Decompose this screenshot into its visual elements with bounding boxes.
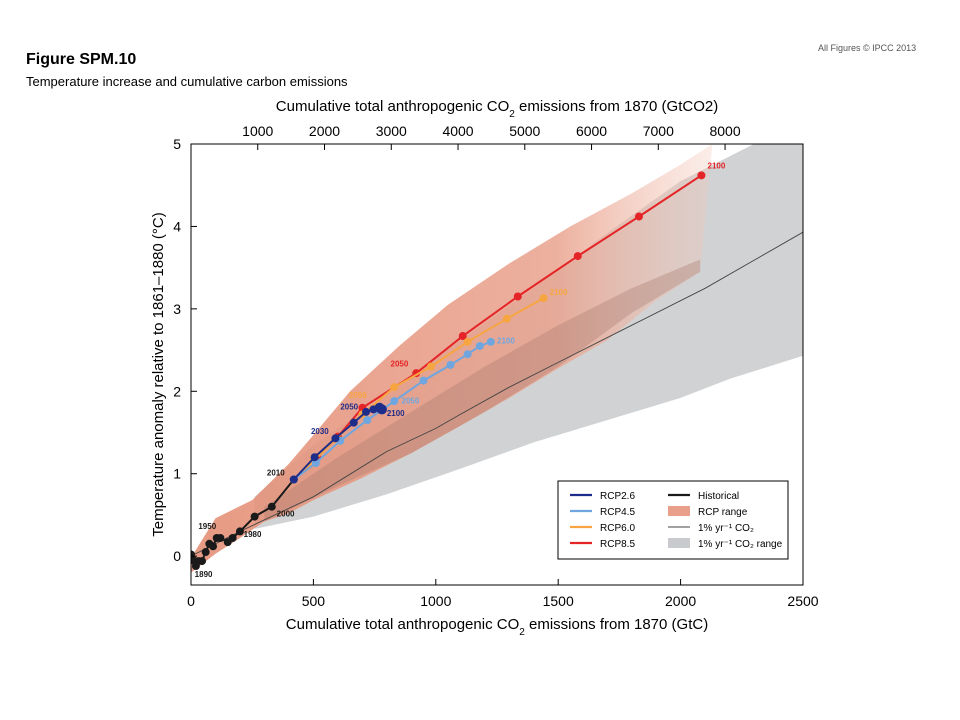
data-point-rcp2-6	[289, 475, 298, 484]
series-label-historical: 2010	[267, 468, 285, 477]
data-point-rcp6-0	[390, 383, 399, 392]
series-label-rcp8-5: 2100	[708, 162, 726, 171]
series-label-historical: 2000	[277, 510, 295, 519]
top-tick-label: 4000	[442, 123, 473, 139]
data-point-rcp8-5	[697, 171, 706, 180]
data-point-rcp6-0	[463, 337, 472, 346]
series-label-rcp4-5: 2100	[497, 336, 515, 345]
top-tick-label: 3000	[376, 123, 407, 139]
y-tick-label: 4	[173, 218, 181, 234]
data-point-historical	[209, 542, 218, 551]
y-tick-label: 0	[173, 548, 181, 564]
data-point-rcp8-5	[634, 212, 643, 221]
legend-label: RCP range	[698, 507, 748, 518]
figure-subtitle: Temperature increase and cumulative carb…	[26, 74, 348, 89]
x-tick-label: 1500	[543, 593, 574, 609]
data-point-rcp4-5	[475, 341, 484, 350]
series-label-rcp2-6: 2100	[387, 409, 405, 418]
series-label-rcp2-6: 2050	[340, 402, 358, 411]
y-axis-label: Temperature anomaly relative to 1861–188…	[150, 212, 167, 537]
top-tick-label: 8000	[709, 123, 740, 139]
series-label-rcp8-5: 2050	[391, 360, 409, 369]
data-point-rcp4-5	[419, 376, 428, 385]
series-label-rcp2-6: 2030	[311, 427, 329, 436]
rcp-range-overlap	[264, 259, 701, 522]
data-point-rcp4-5	[390, 397, 399, 406]
data-point-rcp8-5	[513, 292, 522, 301]
x-tick-label: 500	[302, 593, 326, 609]
data-point-rcp4-5	[363, 416, 372, 425]
y-tick-label: 3	[173, 301, 181, 317]
top-axis-label: Cumulative total anthropogenic CO2 emiss…	[276, 98, 718, 120]
top-tick-label: 7000	[643, 123, 674, 139]
series-label-historical: 1950	[198, 522, 216, 531]
data-point-rcp2-6	[331, 434, 340, 443]
legend-label: RCP2.6	[600, 491, 635, 502]
series-label-historical: 1980	[244, 530, 262, 539]
y-tick-label: 1	[173, 466, 181, 482]
legend: RCP2.6 RCP4.5 RCP6.0 RCP8.5 Historical RCP ra…	[557, 480, 789, 560]
data-point-historical	[235, 527, 244, 536]
data-point-historical	[216, 534, 225, 543]
legend-swatch	[668, 538, 690, 548]
plot-frame	[190, 143, 804, 586]
legend-label: RCP4.5	[600, 507, 635, 518]
figure-title: Figure SPM.10	[26, 51, 137, 68]
legend-label: RCP6.0	[600, 523, 635, 534]
series-line-rcp4-5	[293, 340, 492, 481]
rcp-range-band	[191, 144, 713, 573]
copyright-notice: All Figures © IPCC 2013	[818, 43, 917, 53]
data-point-rcp2-6	[349, 418, 358, 427]
x-axis-label: Cumulative total anthropogenic CO2 emiss…	[286, 616, 708, 638]
top-tick-label: 2000	[309, 123, 340, 139]
data-point-rcp6-0	[539, 294, 548, 303]
x-tick-label: 1000	[420, 593, 451, 609]
series-label-rcp4-5: 2050	[402, 397, 420, 406]
legend-label: RCP8.5	[600, 539, 635, 550]
series-label-historical: 1890	[195, 570, 213, 579]
series-label-rcp6-0: 2050	[349, 391, 367, 400]
series-historical: 1890 1950 1980 2000 2010	[191, 468, 298, 579]
legend-swatch	[668, 506, 690, 516]
data-point-rcp6-0	[426, 362, 435, 371]
y-tick-label: 2	[173, 383, 181, 399]
data-point-historical	[267, 502, 276, 511]
legend-label: 1% yr⁻¹ CO₂ range	[698, 539, 783, 550]
data-point-rcp4-5	[446, 360, 455, 369]
data-point-historical	[201, 548, 210, 557]
series-rcp2-6: 2030 2050 2100	[289, 402, 405, 484]
data-point-rcp2-6	[362, 407, 371, 416]
x-tick-label: 0	[187, 593, 195, 609]
data-point-rcp4-5	[486, 337, 495, 346]
x-tick-label: 2000	[665, 593, 696, 609]
x-tick-label: 2500	[787, 593, 818, 609]
data-point-rcp8-5	[458, 332, 467, 341]
y-tick-label: 5	[173, 136, 181, 152]
data-point-rcp8-5	[573, 252, 582, 261]
data-point-historical	[228, 534, 237, 543]
one-percent-line	[191, 231, 803, 557]
data-point-rcp2-6	[310, 453, 319, 462]
data-point-rcp6-0	[502, 314, 511, 323]
top-tick-label: 6000	[576, 123, 607, 139]
data-point-rcp4-5	[463, 350, 472, 359]
legend-label: Historical	[698, 491, 739, 502]
top-tick-label: 1000	[242, 123, 273, 139]
series-label-rcp6-0: 2100	[550, 288, 568, 297]
data-point-rcp2-6	[376, 404, 387, 415]
data-point-historical	[198, 557, 207, 566]
top-tick-label: 5000	[509, 123, 540, 139]
data-point-historical	[250, 512, 259, 521]
legend-label: 1% yr⁻¹ CO₂	[698, 523, 754, 534]
plot-area: 1890 1950 1980 2000 2010 2050 2100 2050 2100 2050…	[191, 144, 803, 579]
